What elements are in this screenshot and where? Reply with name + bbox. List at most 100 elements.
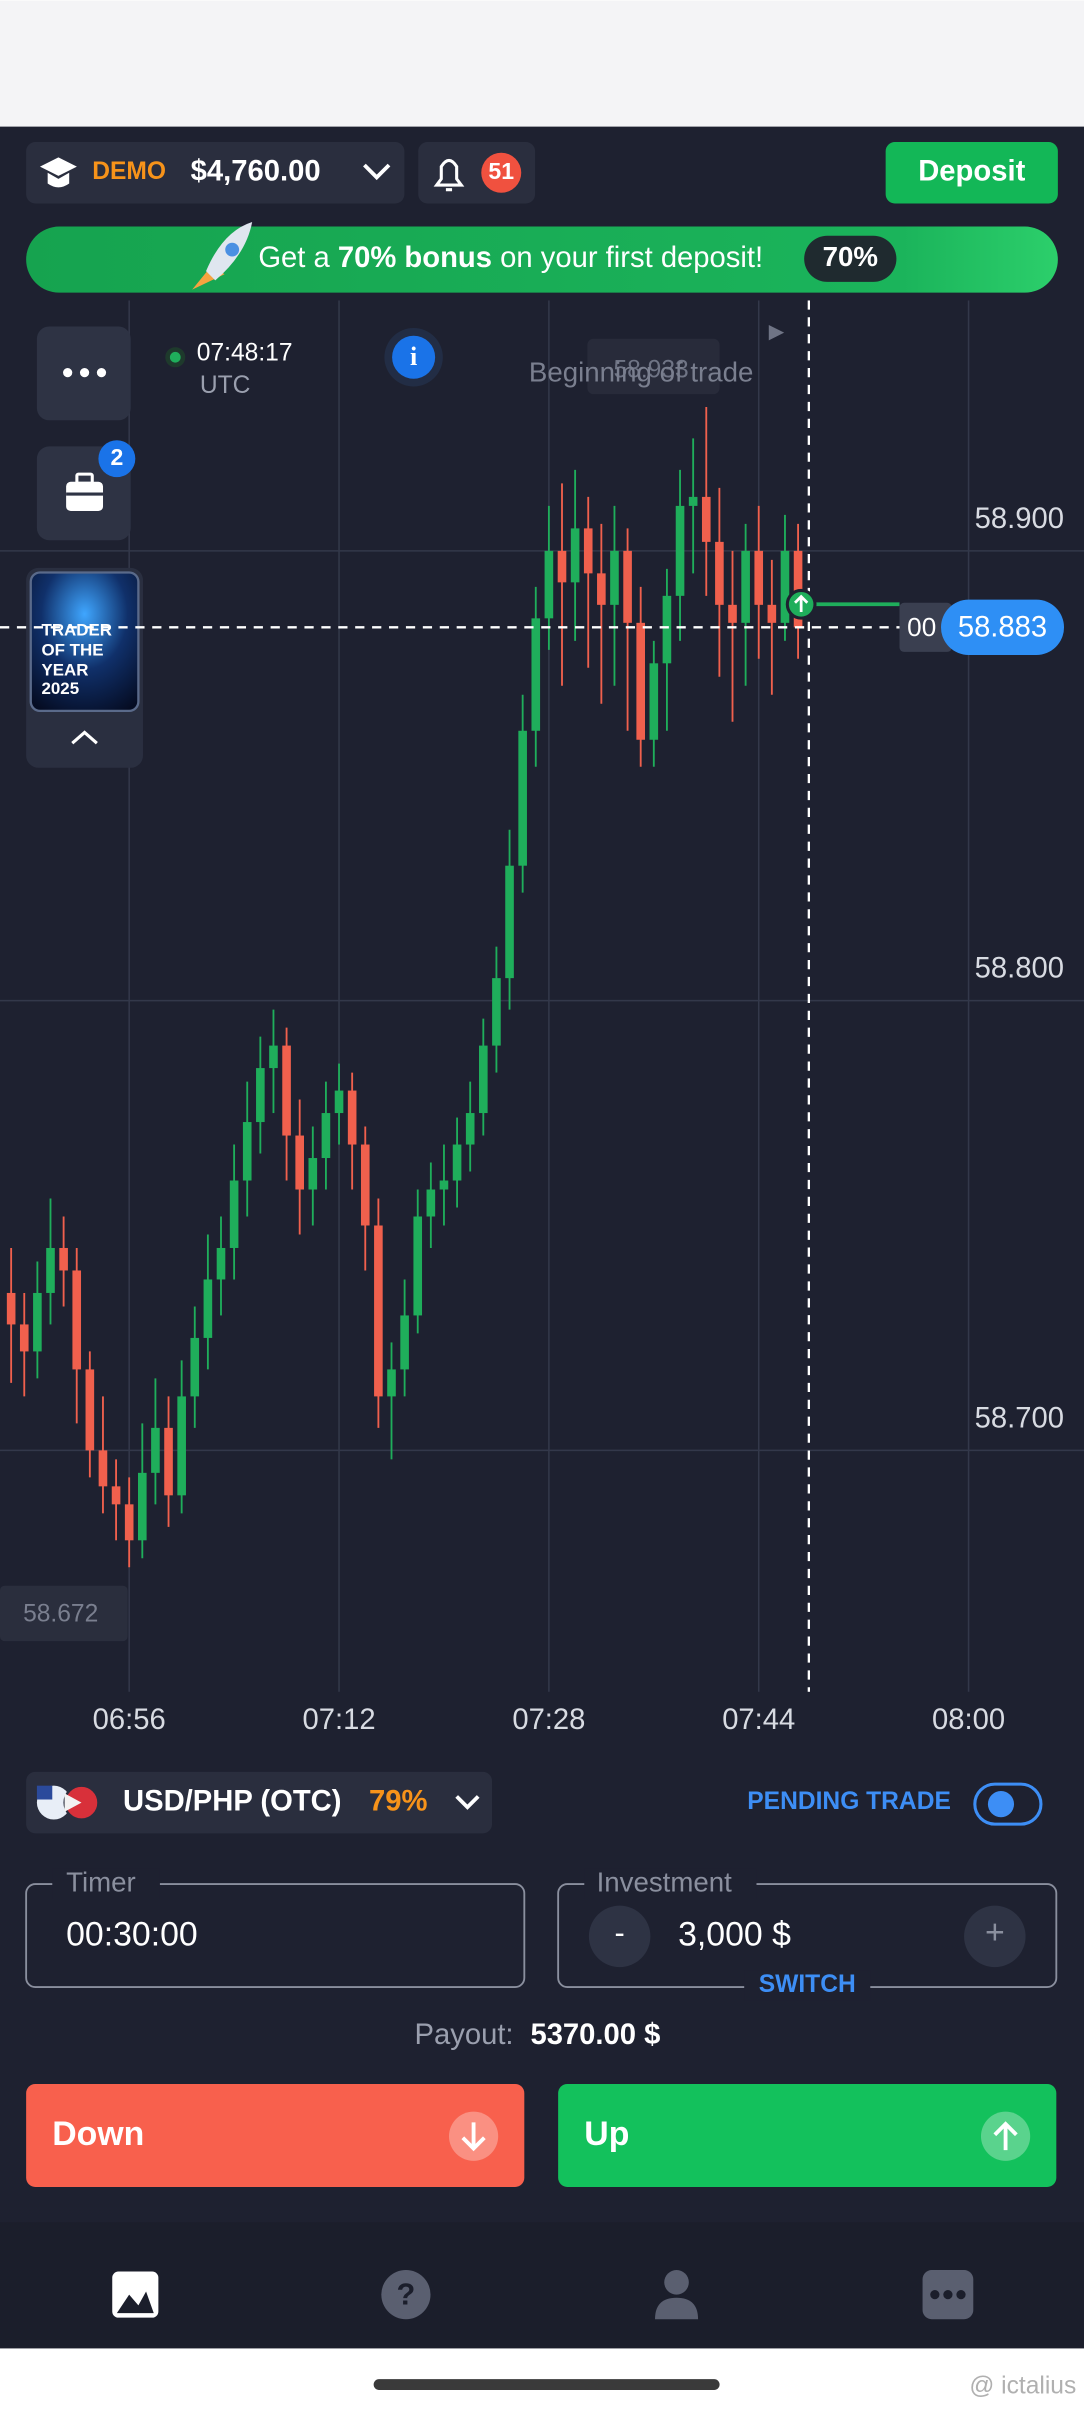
switch-label[interactable]: SWITCH xyxy=(759,1971,856,1998)
plus-button[interactable] xyxy=(964,1905,1026,1968)
x-tick-label: 07:28 xyxy=(512,1704,585,1736)
candle-body xyxy=(59,1247,68,1271)
plus-label: + xyxy=(985,1914,1005,1952)
notification-count: 51 xyxy=(488,158,514,184)
nav-profile[interactable] xyxy=(655,2270,699,2320)
account-selector[interactable]: DEMO $4,760.00 xyxy=(26,141,405,204)
down-label: Down xyxy=(52,2115,144,2153)
candle-body xyxy=(452,1144,462,1181)
portfolio-badge: 2 xyxy=(110,444,123,470)
candle-body xyxy=(662,595,672,664)
watermark: @ ictalius xyxy=(969,2372,1076,2399)
current-price-label: 58.883 xyxy=(958,612,1047,644)
nav-more-part xyxy=(943,2290,953,2300)
candle-body xyxy=(137,1472,147,1541)
status-area xyxy=(0,0,1084,127)
menu-button[interactable] xyxy=(36,326,131,421)
open-trade-arrow xyxy=(794,594,809,612)
low-price-label: 58.672 xyxy=(23,1600,98,1627)
candle-body xyxy=(321,1113,331,1159)
down-button[interactable]: Down xyxy=(26,2083,525,2187)
payout-label: Payout: xyxy=(415,2019,514,2051)
candle-body xyxy=(72,1270,82,1370)
info-button[interactable]: i xyxy=(384,328,443,387)
chart-overlay-part xyxy=(768,324,785,341)
candle-body xyxy=(780,550,790,623)
candle-body xyxy=(177,1396,186,1496)
server-time: 07:48:17 xyxy=(197,340,293,367)
timezone: UTC xyxy=(200,372,251,399)
candle-body xyxy=(728,604,737,623)
deposit-button-part xyxy=(885,141,1058,204)
notifications-button[interactable]: 51 xyxy=(418,141,536,204)
up-button[interactable]: Up xyxy=(558,2083,1057,2187)
candle-body xyxy=(636,622,645,740)
payout-value: 5370.00 $ xyxy=(530,2019,660,2051)
investment-value: 3,000 $ xyxy=(678,1915,791,1953)
candle-body xyxy=(19,1324,29,1352)
candle-body xyxy=(124,1504,134,1541)
asset-pair: USD/PHP (OTC) xyxy=(123,1785,342,1817)
award-card-part xyxy=(71,730,98,745)
candle-body xyxy=(164,1427,173,1496)
home-indicator xyxy=(373,2379,720,2390)
candle-body xyxy=(334,1090,344,1114)
candle-body xyxy=(492,978,501,1046)
down-button-part xyxy=(461,2122,486,2152)
candle-body xyxy=(544,550,554,619)
minus-button[interactable] xyxy=(588,1905,651,1968)
y-tick-label: 58.900 xyxy=(975,503,1064,535)
menu-button-part xyxy=(96,368,107,378)
deposit-button[interactable]: Deposit xyxy=(885,141,1058,204)
bonus-banner-part xyxy=(804,235,897,282)
current-price-pill xyxy=(941,599,1065,656)
nav-profile-part xyxy=(655,2297,699,2320)
y-tick-label: 58.800 xyxy=(975,953,1064,985)
pending-trade-toggle[interactable]: PENDING TRADE xyxy=(747,1782,1043,1826)
candle-body xyxy=(675,505,685,596)
minus-label: - xyxy=(615,1915,625,1950)
candle-body xyxy=(295,1135,304,1190)
nav-chart[interactable] xyxy=(112,2271,159,2318)
award-line: TRADER xyxy=(42,620,112,639)
account-selector-part xyxy=(363,163,391,181)
nav-help[interactable]: ? xyxy=(381,2270,431,2320)
candle-body xyxy=(754,550,764,605)
portfolio-button-part xyxy=(66,481,104,512)
up-label: Up xyxy=(584,2115,629,2153)
portfolio-button[interactable]: 2 xyxy=(36,440,136,541)
candle-body xyxy=(203,1279,213,1338)
x-tick-label: 07:12 xyxy=(302,1704,375,1736)
asset-selector[interactable]: USD/PHP (OTC) 79% xyxy=(26,1771,493,1834)
y-tick-label: 58.700 xyxy=(975,1402,1064,1434)
nav-more-part xyxy=(930,2290,940,2300)
bonus-banner[interactable]: Get a 70% bonus on your first deposit! 7… xyxy=(26,221,1058,293)
timer-field[interactable]: Timer 00:30:00 xyxy=(25,1866,526,1989)
up-button-part xyxy=(993,2121,1018,2151)
info-button-part: i xyxy=(410,342,417,371)
award-card[interactable]: TRADER OF THE YEAR 2025 xyxy=(26,567,143,768)
investment-field[interactable]: Investment - 3,000 $ + SWITCH xyxy=(557,1866,1058,2001)
timer-field-part xyxy=(25,1883,526,1989)
chart-overlay-part xyxy=(165,347,186,368)
candle-body xyxy=(216,1247,226,1280)
trade-annotation: Beginning of trade xyxy=(529,356,754,387)
x-tick-label: 06:56 xyxy=(93,1704,166,1736)
nav-profile-part xyxy=(664,2270,689,2295)
account-type: DEMO xyxy=(92,158,166,185)
candle-body xyxy=(741,550,750,623)
award-line: YEAR xyxy=(42,660,89,679)
portfolio-button-part xyxy=(75,472,94,485)
banner-text-bold: 70% bonus xyxy=(338,242,492,274)
deposit-label: Deposit xyxy=(918,155,1025,187)
asset-selector-part xyxy=(26,1771,493,1834)
candle-body xyxy=(46,1247,55,1293)
nav-more[interactable] xyxy=(922,2270,974,2320)
candle-body xyxy=(190,1337,200,1397)
award-card-part xyxy=(29,571,140,713)
pending-trade-label: PENDING TRADE xyxy=(747,1788,951,1815)
nav-help-part xyxy=(381,2270,431,2320)
candle-body xyxy=(688,496,698,506)
candle-body xyxy=(570,528,580,583)
